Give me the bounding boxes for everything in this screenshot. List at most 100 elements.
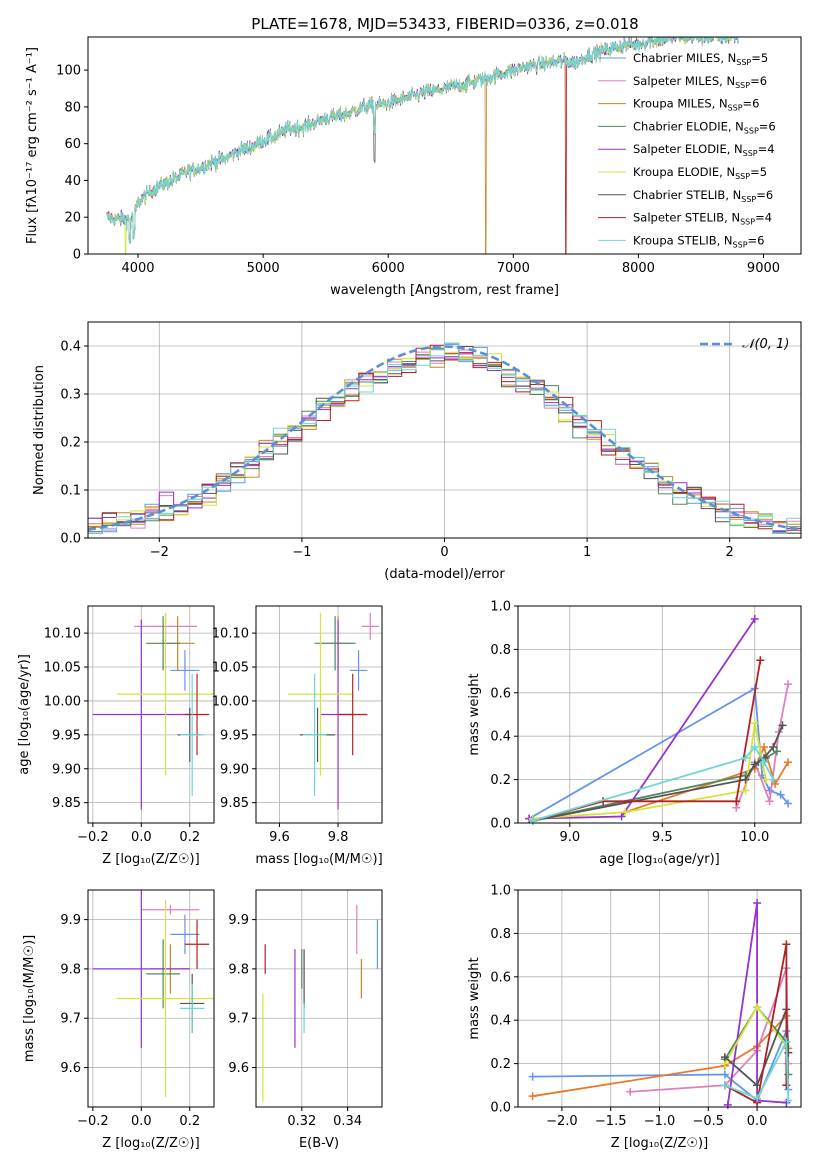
weight-marker [720,1070,729,1079]
axes-frame [255,605,383,824]
y-tick-label: 20 [64,211,81,226]
x-tick-label: 0.0 [131,1114,152,1129]
axes: −2.0 −1.5 −1.0 −0.5 0.0 0.0 0.2 0.4 0.6 0.8 1.0 Z [… [467,884,802,1151]
weight-line [532,745,775,822]
weight-line [724,1038,790,1101]
x-tick-label: 5000 [247,261,280,276]
y-tick-label: 0.4 [490,1014,511,1029]
axes: 9.0 9.5 10.0 0.0 0.2 0.4 0.6 0.8 1.0 age [log₁₀(a… [467,600,802,867]
panel-age-vs-mass: 9.6 9.8 9.85 9.90 9.95 10.00 10.05 10.10 mass [l… [212,605,383,867]
weight-marker [778,721,787,730]
x-tick-label: 9000 [747,261,780,276]
x-tick-label: −0.5 [693,1114,725,1129]
axes: 9.6 9.8 9.85 9.90 9.95 10.00 10.05 10.10 mass [l… [212,605,383,867]
x-tick-label: 9.6 [269,830,290,845]
errorbar-salpeter-stelib [184,673,210,756]
panel-mass-vs-Z: −0.2 0.0 0.2 9.6 9.7 9.8 9.9 Z [log₁₀(Z/Z☉)] mas… [22,889,215,1151]
x-axis-label: (data-model)/error [384,567,505,582]
legend-label: Chabrier MILES, NSSP=5 [633,51,768,67]
y-tick-label: 10.05 [212,661,249,676]
plot-area [88,342,801,534]
y-tick-label: 10.10 [212,627,249,642]
y-tick-label: 60 [64,137,81,152]
y-tick-label: 0.4 [60,340,81,355]
weight-marker [782,1081,791,1090]
y-tick-label: 9.7 [60,1012,81,1027]
weight-marker [741,786,750,795]
spectrum-lines [106,37,739,254]
spectrum-line-kroupa-stelib [106,37,739,245]
x-tick-label: −1 [292,545,311,560]
y-tick-label: 80 [64,100,81,115]
y-tick-label: 9.7 [228,1012,249,1027]
x-tick-label: 9.8 [328,830,349,845]
y-tick-label: 9.6 [228,1061,249,1076]
weight-marker [784,1096,793,1105]
weight-series-chabrier-miles [528,1027,793,1105]
weight-marker [617,812,626,821]
weight-marker [720,1081,729,1090]
legend-label: Salpeter ELODIE, NSSP=4 [633,142,775,158]
y-tick-label: 0.4 [490,730,511,745]
y-tick-label: 0.6 [490,686,511,701]
normal-legend-label: 𝒩(0, 1) [742,337,789,352]
weight-lines [528,899,793,1109]
errorbar-kroupa-elodie [117,899,214,1098]
y-tick-label: 9.85 [220,796,249,811]
errorbar-chabrier-miles [170,650,200,691]
x-tick-label: −2.0 [546,1114,578,1129]
x-axis-label: E(B-V) [299,1136,339,1151]
weight-marker [750,615,759,624]
weight-marker [750,719,759,728]
axes: −0.2 0.0 0.2 9.6 9.7 9.8 9.9 Z [log₁₀(Z/Z☉)] mas… [22,889,215,1151]
weight-marker [769,743,778,752]
errorbar-kroupa-stelib [302,673,327,796]
x-axis-label: Z [log₁₀(Z/Z☉)] [611,1136,708,1151]
y-axis-label: mass weight [467,673,482,755]
x-tick-label: 10.0 [740,830,769,845]
x-tick-label: 2 [726,545,734,560]
weight-marker [771,779,780,788]
y-tick-label: 10.05 [44,661,81,676]
y-tick-label: 1.0 [490,884,511,899]
errorbar-salpeter-miles [361,612,380,640]
x-axis-label: Z [log₁₀(Z/Z☉)] [102,852,199,867]
x-tick-label: −2 [150,545,169,560]
weight-line [532,725,784,822]
x-tick-label: 9.5 [652,830,673,845]
weight-series-kroupa-stelib [528,743,778,825]
weight-marker [741,753,750,762]
weight-series-kroupa-elodie [528,719,770,823]
weight-marker [741,775,750,784]
legend-label: Salpeter MILES, NSSP=6 [633,74,767,90]
y-tick-label: 9.9 [60,913,81,928]
x-tick-label: 1 [583,545,591,560]
y-tick-label: 9.95 [52,728,81,743]
errorbar-chabrier-elodie [146,616,181,671]
y-tick-label: 1.0 [490,600,511,615]
errorbars [288,612,380,810]
weight-lines [525,615,793,825]
errorbars [92,890,214,1098]
axes: −0.2 0.0 0.2 9.85 9.90 9.95 10.00 10.05 10.10 Z [… [17,605,215,867]
errorbar-kroupa-stelib [180,983,205,1034]
axes: 0.32 0.34 9.6 9.7 9.8 9.9 E(B-V) [228,889,383,1151]
x-tick-label: −0.2 [77,1114,109,1129]
y-tick-label: 0.2 [490,1057,511,1072]
x-axis-label: mass [log₁₀(M/M☉)] [255,852,382,867]
axes-frame [87,605,215,824]
panel-weight-vs-age: 9.0 9.5 10.0 0.0 0.2 0.4 0.6 0.8 1.0 age [log₁₀(a… [467,600,802,867]
x-tick-label: −0.2 [77,830,109,845]
x-tick-label: 0.34 [333,1114,362,1129]
weight-marker [621,808,630,817]
axes: −2 −1 0 1 2 0.0 0.1 0.2 0.3 0.4 (data-model)/error… [32,321,802,582]
plot-area [92,890,214,1098]
y-tick-label: 0.1 [60,484,81,499]
x-tick-label: 0 [440,545,448,560]
errorbar-chabrier-elodie [314,616,356,671]
x-axis-label: Z [log₁₀(Z/Z☉)] [102,1136,199,1151]
weight-line [630,967,790,1093]
y-tick-label: 10.10 [44,627,81,642]
errorbar-chabrier-miles [170,914,200,955]
